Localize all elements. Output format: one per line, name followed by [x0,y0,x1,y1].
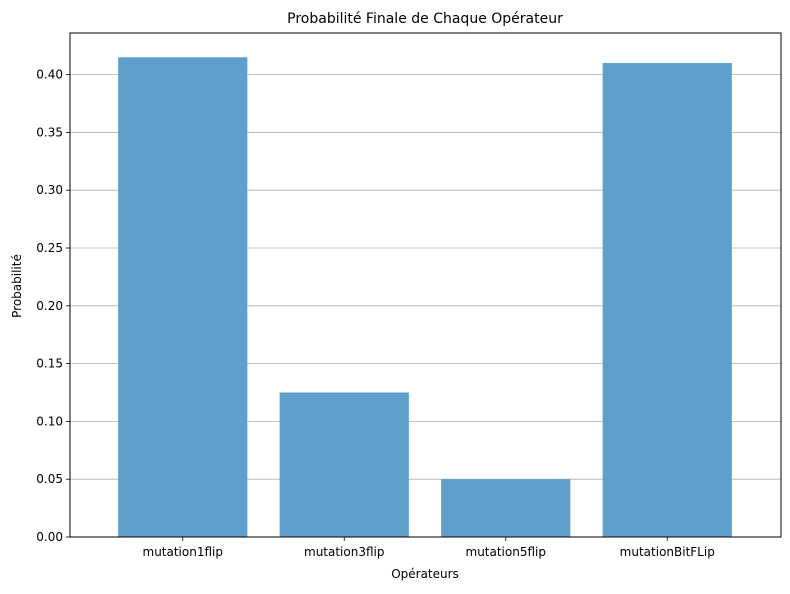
x-tick-label: mutation3flip [304,545,384,559]
x-tick-label: mutationBitFLip [620,545,715,559]
bars [118,57,732,537]
y-tick-label: 0.35 [36,125,63,139]
bar-mutation1flip [118,57,248,537]
y-tick-label: 0.25 [36,241,63,255]
y-tick-label: 0.10 [36,414,63,428]
x-tick-label: mutation1flip [143,545,223,559]
x-axis-ticks: mutation1flip mutation3flip mutation5flip m… [143,537,715,559]
x-axis-label: Opérateurs [391,567,459,581]
bar-mutation5flip [441,479,571,537]
y-tick-label: 0.15 [36,357,63,371]
y-tick-label: 0.00 [36,530,63,544]
y-axis-ticks: 0.00 0.05 0.10 0.15 0.20 0.25 0.30 0.35 0.40 [36,68,70,544]
y-tick-label: 0.40 [36,68,63,82]
bar-mutationBitFLip [602,63,732,537]
bar-mutation3flip [279,392,409,537]
y-tick-label: 0.20 [36,299,63,313]
y-tick-label: 0.30 [36,183,63,197]
y-axis-label: Probabilité [10,254,24,318]
x-tick-label: mutation5flip [466,545,546,559]
plot-frame [69,32,782,538]
y-tick-label: 0.05 [36,472,63,486]
chart-title: Probabilité Finale de Chaque Opérateur [287,11,563,27]
